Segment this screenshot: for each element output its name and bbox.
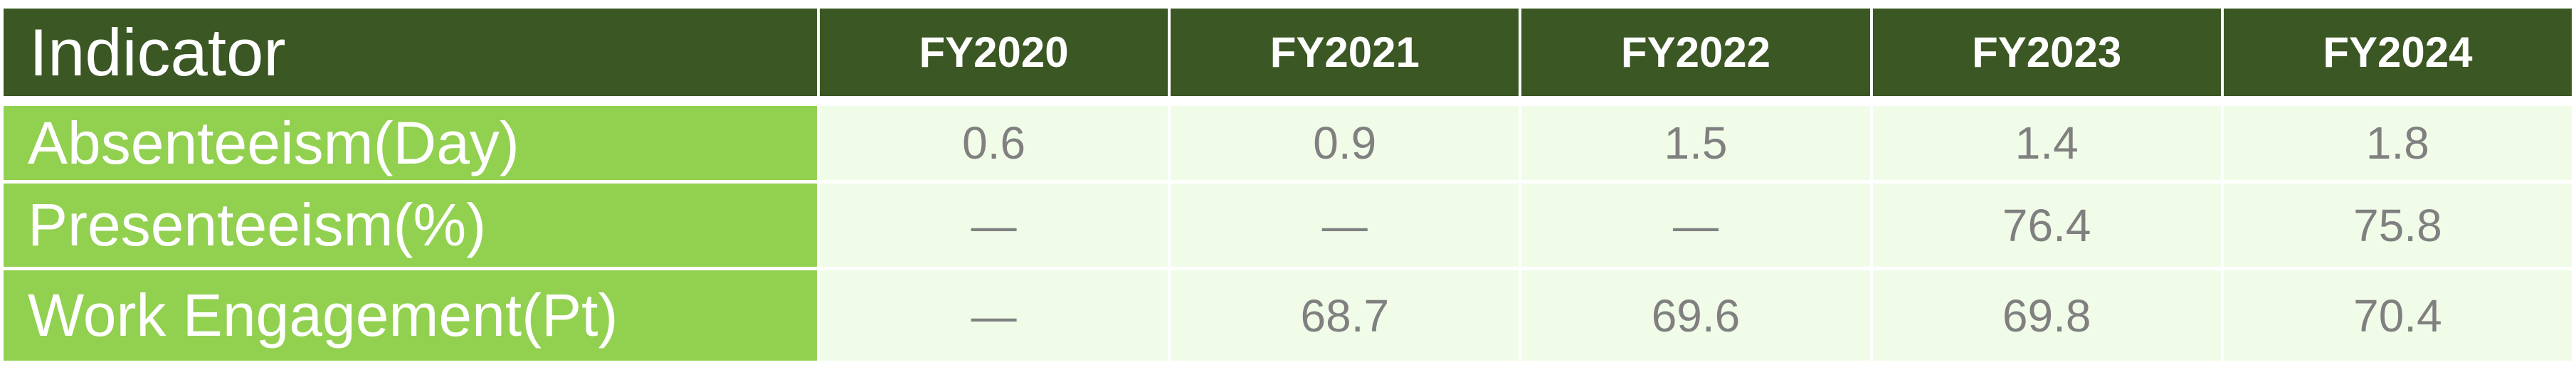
table-cell: 68.7	[1171, 270, 1519, 361]
row-label-absenteeism: Absenteeism(Day)	[4, 106, 817, 180]
table-cell: 0.6	[820, 106, 1168, 180]
table-cell: —	[1171, 184, 1519, 267]
table-cell: 1.8	[2223, 106, 2572, 180]
row-label-work-engagement: Work Engagement(Pt)	[4, 270, 817, 361]
header-indicator: Indicator	[4, 9, 817, 96]
table-cell: 70.4	[2223, 270, 2572, 361]
header-fy2020: FY2020	[820, 9, 1168, 96]
table-cell: 76.4	[1872, 184, 2221, 267]
table-cell: —	[820, 270, 1168, 361]
table-cell: 1.5	[1521, 106, 1870, 180]
table-cell: 69.8	[1872, 270, 2221, 361]
table-cell: 0.9	[1171, 106, 1519, 180]
header-fy2021: FY2021	[1171, 9, 1519, 96]
row-label-presenteeism: Presenteeism(%)	[4, 184, 817, 267]
table-cell: —	[820, 184, 1168, 267]
table-cell: 1.4	[1872, 106, 2221, 180]
header-fy2023: FY2023	[1872, 9, 2221, 96]
table-cell: —	[1521, 184, 1870, 267]
header-fy2024: FY2024	[2223, 9, 2572, 96]
table-cell: 69.6	[1521, 270, 1870, 361]
header-fy2022: FY2022	[1521, 9, 1870, 96]
indicator-table: Indicator FY2020 FY2021 FY2022 FY2023 FY…	[4, 9, 2572, 361]
table-cell: 75.8	[2223, 184, 2572, 267]
